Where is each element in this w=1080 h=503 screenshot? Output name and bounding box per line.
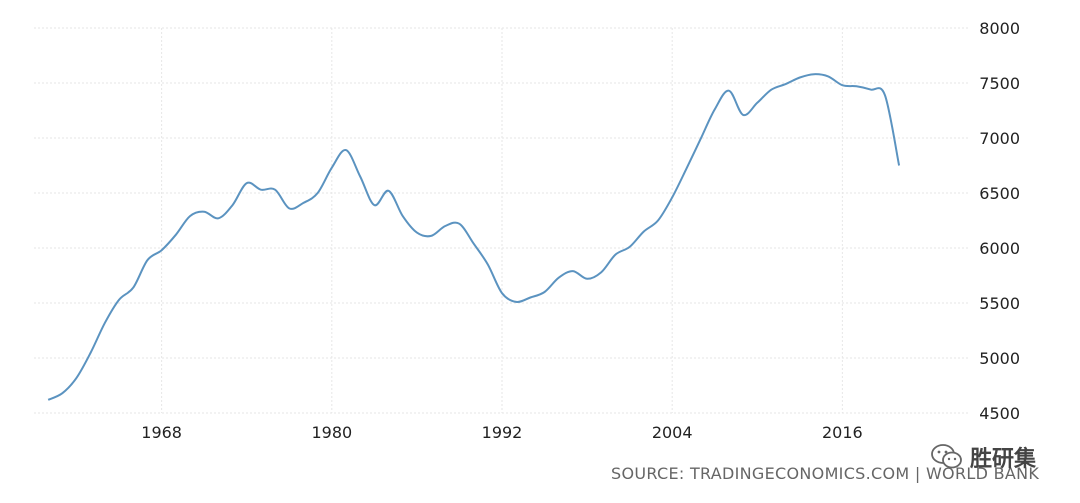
- y-tick-label: 6000: [979, 239, 1020, 258]
- x-axis-ticks: 1968 1980 1992 2004 2016: [141, 423, 862, 442]
- y-tick-label: 8000: [979, 19, 1020, 38]
- vertical-grid: [161, 28, 843, 413]
- watermark: 胜研集: [930, 440, 1070, 474]
- y-tick-label: 5000: [979, 349, 1020, 368]
- x-tick-label: 1992: [482, 423, 523, 442]
- watermark-text: 胜研集: [970, 447, 1037, 472]
- x-tick-label: 1980: [311, 423, 352, 442]
- x-tick-label: 1968: [141, 423, 182, 442]
- x-tick-label: 2016: [822, 423, 863, 442]
- y-tick-label: 4500: [979, 404, 1020, 423]
- series-line-0: [47, 73, 901, 401]
- y-tick-label: 6500: [979, 184, 1020, 203]
- y-axis-ticks: 4500 5000 5500 6000 6500 7000 7500 8000: [979, 19, 1020, 423]
- wechat-icon: [930, 442, 964, 472]
- series-group: [47, 73, 901, 401]
- x-tick-label: 2004: [652, 423, 693, 442]
- y-tick-label: 7000: [979, 129, 1020, 148]
- source-attribution: SOURCE: TRADINGECONOMICS.COM | WORLD BAN…: [611, 464, 1040, 483]
- y-tick-label: 7500: [979, 74, 1020, 93]
- y-tick-label: 5500: [979, 294, 1020, 313]
